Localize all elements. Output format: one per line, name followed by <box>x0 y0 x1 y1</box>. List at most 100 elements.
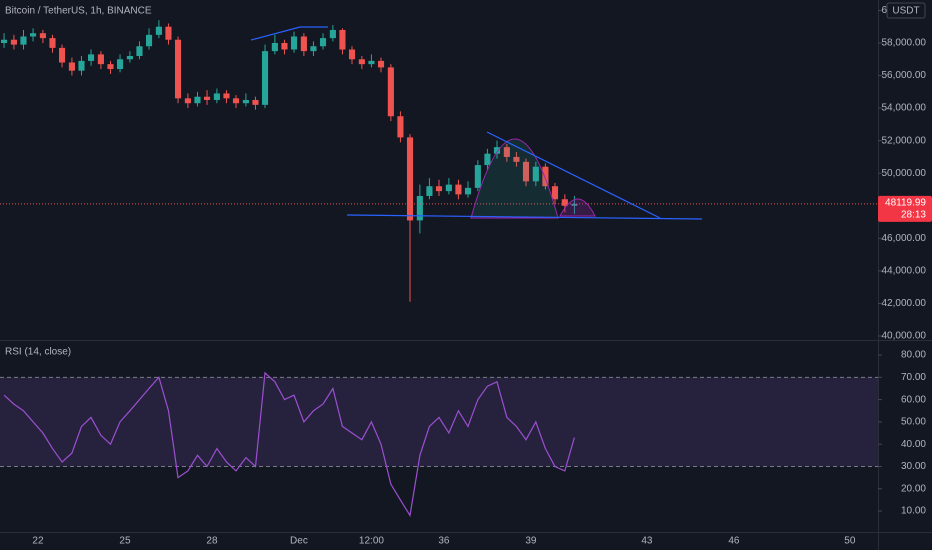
candle-body <box>310 46 317 52</box>
candle-body <box>522 161 530 182</box>
candle-body <box>78 60 85 71</box>
candle-body <box>87 54 95 61</box>
arc-drawing <box>559 198 596 217</box>
candle-body <box>329 29 336 39</box>
candle-body <box>223 93 230 99</box>
y-tick-label: 58,000.00 <box>882 38 927 49</box>
candle-body <box>145 34 153 47</box>
candle-body <box>503 147 510 157</box>
candle-body <box>455 184 462 195</box>
rsi-line <box>3 371 575 518</box>
candle-body <box>29 33 37 37</box>
candle-body <box>203 96 211 100</box>
rsi-title: RSI (14, close) <box>5 347 71 358</box>
chart-title: Bitcoin / TetherUS, 1h, BINANCE <box>5 6 152 17</box>
candle-body <box>20 36 27 45</box>
candle-body <box>242 99 249 104</box>
y-tick-label: 40.00 <box>901 439 926 450</box>
candle-body <box>136 46 143 57</box>
x-tick-label: Dec <box>290 536 308 547</box>
currency: USDT <box>892 6 919 17</box>
trend-line <box>250 26 328 41</box>
y-tick-label: 20.00 <box>901 483 926 494</box>
candle-body <box>319 38 327 47</box>
axes: 22 25 28 Dec 12:00 36 39 43 46 50 40,000.00 42,000.… <box>32 5 932 547</box>
candle-body <box>368 60 375 65</box>
candle-body <box>184 98 191 104</box>
candle-body <box>281 42 288 50</box>
arc-drawing <box>470 138 559 219</box>
candle-body <box>300 36 307 52</box>
candle-body <box>348 49 356 60</box>
y-tick-label: 30.00 <box>901 461 926 472</box>
candle-body <box>1 39 8 43</box>
candle-body <box>39 33 46 39</box>
candle-body <box>290 36 298 50</box>
candle-body <box>49 38 56 48</box>
candle-body <box>107 64 114 70</box>
candle-body <box>358 59 365 65</box>
candle-body <box>213 93 220 100</box>
candle-body <box>571 203 578 206</box>
last-price-label: 48119.99 <box>885 197 926 208</box>
candle-body <box>493 147 501 154</box>
candle-body <box>165 26 172 40</box>
candle-body <box>464 187 472 195</box>
currency-badge[interactable] <box>886 2 926 19</box>
candle-body <box>397 116 404 138</box>
y-tick-label: 42,000.00 <box>882 298 927 309</box>
rsi-band <box>0 377 878 467</box>
x-tick-label: 43 <box>641 536 653 547</box>
x-tick-label: 46 <box>728 536 740 547</box>
x-tick-label: 36 <box>438 536 450 547</box>
candle-body <box>116 59 124 70</box>
countdown: 28:13 <box>901 209 926 220</box>
x-tick-label: 25 <box>119 536 131 547</box>
candle-body <box>513 156 520 162</box>
candle-body <box>194 96 201 104</box>
x-tick-label: 28 <box>206 536 218 547</box>
candle-body <box>426 186 433 197</box>
candle-body <box>261 51 269 105</box>
candle-body <box>532 166 539 182</box>
candle-body <box>155 26 162 35</box>
trend-line <box>486 131 661 219</box>
candle-body <box>387 67 394 117</box>
last-price-badge <box>878 195 932 222</box>
candle-body <box>126 56 133 60</box>
candle-body <box>174 39 182 99</box>
candle-body <box>435 186 443 192</box>
candle-body <box>271 42 278 52</box>
x-tick-label: 50 <box>844 536 856 547</box>
y-tick-label: 46,000.00 <box>882 233 927 244</box>
candle-body <box>232 98 240 104</box>
candle-body <box>561 199 568 206</box>
x-tick-label: 12:00 <box>359 536 384 547</box>
candle-body <box>542 166 549 187</box>
candle-body <box>484 153 491 166</box>
y-tick-label: 40,000.00 <box>882 331 927 342</box>
y-tick-label: 52,000.00 <box>882 135 927 146</box>
y-tick-label: 50,000.00 <box>882 168 927 179</box>
candle-body <box>58 47 66 63</box>
y-tick-label: 60.00 <box>901 394 926 405</box>
candle-body <box>339 29 346 50</box>
marks <box>0 20 878 518</box>
y-tick-label: 44,000.00 <box>882 266 927 277</box>
drawings <box>250 26 703 220</box>
candle-body <box>406 137 414 221</box>
candle-body <box>445 184 452 192</box>
candle-body <box>474 165 481 188</box>
y-tick-label: 56,000.00 <box>882 70 927 81</box>
x-tick-label: 22 <box>32 536 44 547</box>
candle-body <box>416 196 423 221</box>
candle-body <box>551 186 559 200</box>
y-tick-label: 70.00 <box>901 372 926 383</box>
y-tick-label: 80.00 <box>901 350 926 361</box>
x-tick-label: 39 <box>525 536 537 547</box>
candle-body <box>10 39 17 45</box>
candle-body <box>68 62 75 71</box>
y-tick-label: 50.00 <box>901 417 926 428</box>
